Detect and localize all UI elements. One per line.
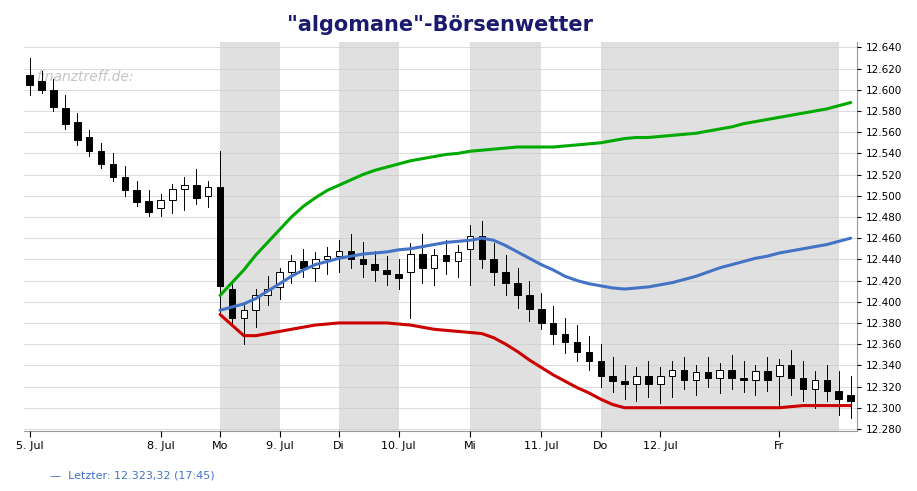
Bar bbox=[74, 122, 81, 139]
Bar bbox=[276, 272, 282, 287]
Bar bbox=[455, 252, 461, 262]
Bar bbox=[835, 391, 842, 399]
Bar bbox=[336, 251, 342, 256]
Bar bbox=[692, 372, 700, 380]
Bar bbox=[470, 42, 541, 431]
Bar bbox=[170, 190, 176, 200]
Bar bbox=[503, 272, 509, 283]
Bar bbox=[550, 323, 557, 333]
Bar bbox=[27, 75, 33, 84]
Bar bbox=[371, 264, 378, 270]
Bar bbox=[847, 395, 854, 401]
Bar bbox=[204, 187, 212, 196]
Bar bbox=[240, 310, 247, 318]
Bar bbox=[98, 151, 105, 164]
Bar bbox=[50, 90, 57, 107]
Bar bbox=[764, 371, 770, 380]
Bar bbox=[252, 296, 259, 310]
Bar bbox=[431, 255, 437, 268]
Bar bbox=[788, 365, 794, 378]
Bar bbox=[134, 191, 140, 202]
Bar bbox=[407, 254, 414, 272]
Bar bbox=[622, 381, 628, 384]
Bar bbox=[39, 82, 45, 90]
Bar bbox=[610, 376, 616, 381]
Bar bbox=[538, 309, 545, 323]
Bar bbox=[812, 380, 818, 389]
Bar bbox=[646, 376, 652, 384]
Bar bbox=[562, 333, 569, 342]
Bar bbox=[264, 289, 271, 296]
Bar bbox=[443, 255, 449, 262]
Title: "algomane"-Börsenwetter: "algomane"-Börsenwetter bbox=[287, 15, 593, 35]
Bar bbox=[514, 283, 521, 296]
Bar bbox=[598, 361, 604, 376]
Bar bbox=[776, 365, 782, 376]
Bar bbox=[339, 42, 399, 431]
Bar bbox=[312, 259, 318, 268]
Bar bbox=[634, 376, 640, 384]
Bar bbox=[324, 256, 330, 259]
Bar bbox=[716, 370, 723, 378]
Bar bbox=[395, 274, 402, 278]
Bar bbox=[86, 137, 93, 151]
Bar bbox=[158, 200, 164, 209]
Bar bbox=[823, 380, 830, 391]
Bar bbox=[62, 108, 69, 124]
Bar bbox=[300, 262, 306, 268]
Bar bbox=[288, 262, 294, 272]
Bar bbox=[228, 289, 236, 318]
Text: finanztreff.de:: finanztreff.de: bbox=[37, 70, 134, 84]
Bar bbox=[657, 376, 664, 384]
Bar bbox=[419, 254, 425, 268]
Bar bbox=[800, 378, 806, 389]
Bar bbox=[704, 372, 712, 378]
Bar bbox=[752, 371, 758, 380]
Bar bbox=[601, 42, 839, 431]
Bar bbox=[181, 185, 188, 190]
Bar bbox=[146, 201, 152, 212]
Bar bbox=[574, 342, 580, 352]
Bar bbox=[359, 259, 366, 264]
Bar bbox=[348, 251, 354, 259]
Bar bbox=[122, 177, 128, 191]
Bar bbox=[526, 296, 533, 309]
Bar bbox=[467, 236, 473, 249]
Bar bbox=[586, 352, 592, 361]
Bar bbox=[193, 185, 200, 198]
Bar bbox=[110, 164, 116, 177]
Bar bbox=[740, 378, 746, 380]
Bar bbox=[383, 270, 390, 274]
Bar bbox=[668, 370, 676, 376]
Bar bbox=[216, 187, 224, 286]
Bar bbox=[728, 370, 735, 378]
Bar bbox=[491, 259, 497, 272]
Bar bbox=[680, 370, 688, 380]
Text: —  Letzter: 12.323,32 (17:45): — Letzter: 12.323,32 (17:45) bbox=[50, 471, 215, 481]
Bar bbox=[220, 42, 280, 431]
Bar bbox=[479, 236, 485, 259]
